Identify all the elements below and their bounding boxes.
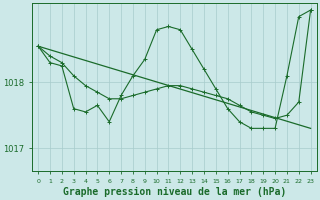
X-axis label: Graphe pression niveau de la mer (hPa): Graphe pression niveau de la mer (hPa): [63, 186, 286, 197]
